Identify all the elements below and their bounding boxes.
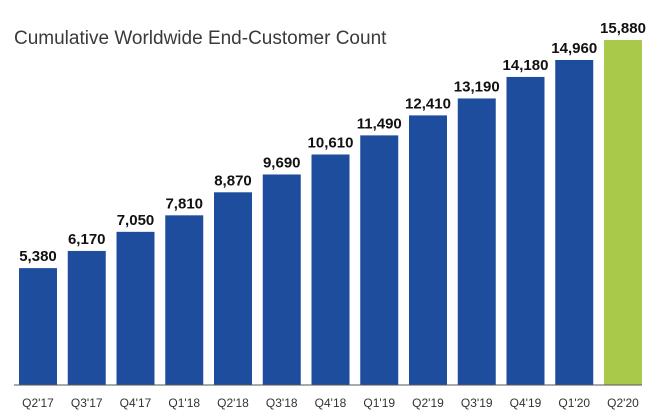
bar-q218 — [214, 192, 252, 385]
bar-q318 — [262, 174, 301, 385]
x-tick-label: Q2'19 — [412, 396, 444, 410]
bar-q118 — [165, 215, 204, 385]
x-tick-label: Q1'20 — [558, 396, 590, 410]
bar-q120 — [555, 59, 594, 386]
bar-q419 — [506, 76, 545, 385]
value-labels-layer: 5,380 6,170 7,050 7,810 8,870 9,690 10,61011,4… — [19, 20, 646, 265]
bar-value-label: 7,050 — [117, 212, 155, 229]
x-tick-label: Q3'19 — [461, 396, 493, 410]
x-tick-label: Q2'20 — [607, 396, 639, 410]
bar-q319 — [457, 98, 496, 385]
bar-q217 — [19, 268, 57, 385]
bar-q418 — [311, 154, 350, 385]
x-tick-label: Q1'19 — [363, 396, 395, 410]
x-tick-label: Q1'18 — [168, 396, 200, 410]
x-tick-labels-layer: Q2'17 Q3'17 Q4'17 Q1'18 Q2'18 Q3'18 Q4'18 Q1'19… — [22, 396, 639, 410]
bar-value-label: 14,960 — [551, 40, 597, 57]
bar-value-label: 5,380 — [19, 248, 57, 265]
x-tick-label: Q2'17 — [22, 396, 54, 410]
bar-q317 — [67, 250, 106, 385]
chart-title: Cumulative Worldwide End-Customer Count — [14, 28, 387, 49]
bar-value-label: 14,180 — [503, 57, 549, 74]
x-tick-label: Q3'18 — [266, 396, 298, 410]
bar-value-label: 10,610 — [308, 134, 354, 151]
x-tick-label: Q4'17 — [120, 396, 152, 410]
bar-value-label: 12,410 — [405, 95, 451, 112]
bar-value-label: 13,190 — [454, 78, 500, 95]
bar-q219 — [409, 115, 447, 386]
x-tick-label: Q4'18 — [315, 396, 347, 410]
bar-value-label: 9,690 — [263, 154, 301, 171]
x-tick-label: Q3'17 — [71, 396, 103, 410]
x-tick-label: Q2'18 — [217, 396, 249, 410]
bar-q119 — [360, 135, 399, 385]
bar-value-label: 6,170 — [68, 231, 106, 248]
bar-value-label: 8,870 — [214, 172, 252, 189]
bar-q220 — [604, 40, 642, 385]
x-tick-label: Q4'19 — [510, 396, 542, 410]
bars-layer — [19, 40, 642, 386]
bar-value-label: 11,490 — [357, 115, 402, 132]
bar-value-label: 7,810 — [165, 195, 203, 212]
bar-value-label: 15,880 — [600, 20, 646, 37]
bar-q417 — [116, 231, 155, 385]
